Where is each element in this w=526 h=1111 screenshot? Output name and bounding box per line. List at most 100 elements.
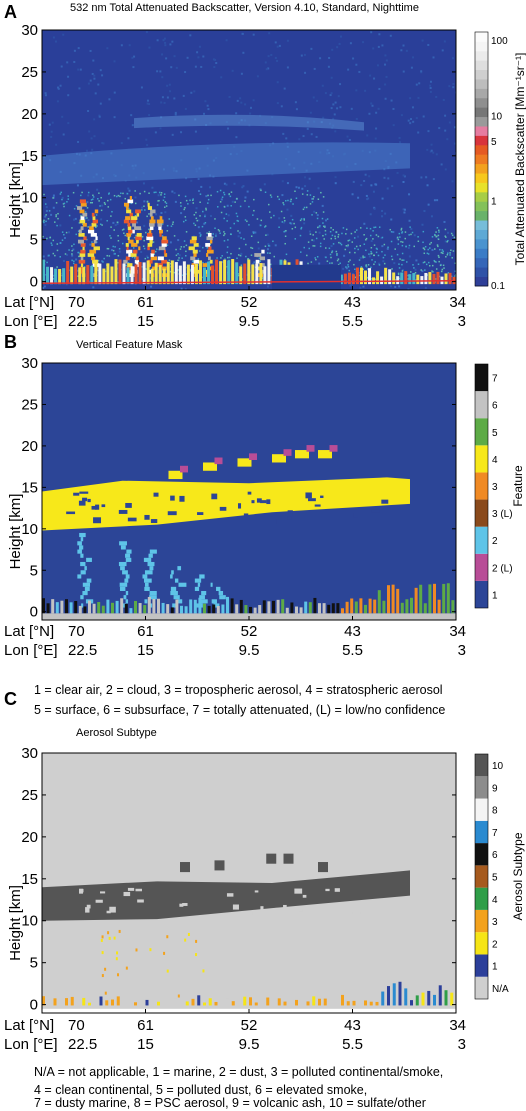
gap [82,497,88,502]
noise [346,135,349,138]
colorbar-swatch [475,843,488,866]
noise [386,247,389,250]
cloud [202,263,210,267]
noise [223,191,225,194]
cloud [211,599,217,604]
colorbar-swatch [475,248,488,259]
surface-aerosol [381,991,385,1006]
gap [334,888,340,892]
cloud [130,253,137,257]
noise [120,192,122,194]
noise [236,197,238,200]
noise [142,182,145,185]
surface-signal [404,271,408,285]
cloud [128,239,134,244]
noise [359,227,362,229]
noise [407,246,410,249]
y-tick-label: 30 [21,22,38,39]
cloud [218,590,224,596]
noise [131,256,134,258]
noise [362,285,365,288]
noise [396,171,399,174]
noise [194,65,197,68]
noise [331,48,334,51]
noise [285,200,287,202]
noise [317,187,320,190]
noise [185,219,187,222]
noise [56,243,59,245]
surface-signal [263,266,267,285]
noise [337,258,340,260]
noise [269,194,272,196]
noise [286,66,289,69]
x-row-name: Lon [°E] [4,313,58,330]
noise [452,57,455,60]
noise [308,177,311,180]
noise [351,241,354,243]
noise [384,83,387,86]
gap [66,511,76,515]
noise [408,219,411,222]
noise [65,283,68,286]
cloud [194,586,200,591]
x-tick-label: 15 [137,313,154,330]
noise [117,194,120,197]
noise [49,236,52,239]
noise [148,103,151,106]
noise [199,215,201,217]
noise [170,225,173,227]
gap [343,911,352,916]
noise [437,238,440,241]
noise [335,231,338,233]
cloud [204,269,210,274]
noise [451,257,453,259]
noise [251,247,254,250]
cloud [149,566,154,571]
surface-signal [255,263,259,285]
noise [244,103,247,106]
noise [358,259,361,261]
colorbar-swatch [475,69,488,80]
noise [280,210,283,213]
noise [311,197,314,200]
noise [401,263,403,266]
noise [319,225,321,227]
noise [102,142,105,145]
surface-signal [66,261,70,285]
colorbar-swatch [475,257,488,268]
surface-feature [428,584,432,614]
noise [385,59,388,62]
noise [363,179,366,182]
cloud [89,249,97,254]
noise [116,222,119,225]
noise [158,191,161,194]
noise [444,228,447,231]
noise [397,272,400,275]
cloud [208,266,214,271]
noise [285,229,287,232]
gap [251,500,255,504]
cloud [147,246,150,251]
cloud [123,219,130,224]
noise [264,191,267,193]
noise [102,261,104,263]
cloud [136,212,140,217]
colorbar-frame [474,363,489,609]
noise [402,44,405,47]
x-tick-label: 5.5 [342,313,363,330]
noise [112,249,115,252]
colorbar-swatch [475,932,488,955]
noise [324,219,327,222]
noise [278,198,281,201]
noise [302,135,305,138]
surface-aerosol [237,1001,241,1006]
colorbar-class-label: 6 [492,850,498,861]
noise [357,235,360,238]
noise [374,137,377,140]
colorbar-swatch [475,79,488,89]
noise [264,245,267,248]
noise [334,176,337,179]
noise [108,255,111,257]
noise [54,40,57,43]
noise [250,235,253,237]
